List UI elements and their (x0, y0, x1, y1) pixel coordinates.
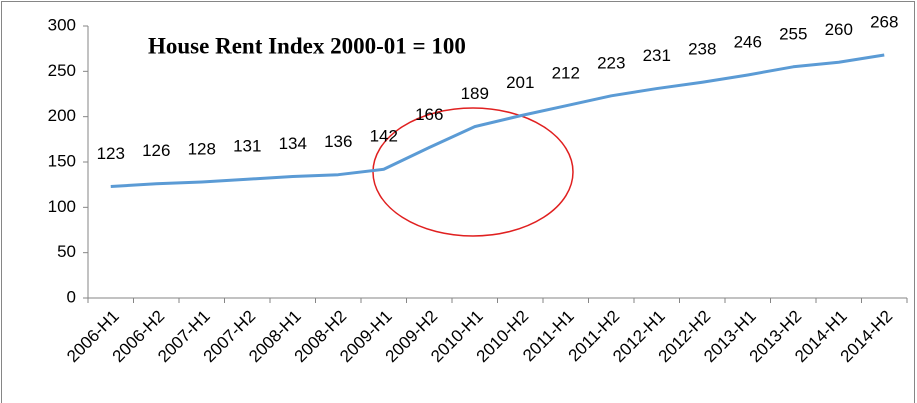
data-label: 201 (506, 73, 534, 92)
data-label: 238 (688, 40, 716, 59)
data-label: 166 (415, 105, 443, 124)
data-label: 255 (779, 24, 807, 43)
data-label: 126 (142, 141, 170, 160)
data-line (110, 53, 885, 188)
y-tick-label: 300 (48, 15, 76, 34)
data-label: 212 (552, 63, 580, 82)
y-tick-label: 200 (48, 106, 76, 125)
y-tick-label: 100 (48, 197, 76, 216)
y-tick-label: 0 (67, 287, 76, 306)
data-label: 136 (324, 132, 352, 151)
data-label: 123 (97, 144, 125, 163)
y-tick-label: 250 (48, 61, 76, 80)
data-label: 223 (597, 53, 625, 72)
data-label: 142 (370, 127, 398, 146)
data-label: 128 (188, 139, 216, 158)
y-tick-label: 150 (48, 151, 76, 170)
y-tick-label: 50 (57, 242, 76, 261)
data-label: 260 (825, 20, 853, 39)
data-label: 246 (734, 32, 762, 51)
chart-title: House Rent Index 2000-01 = 100 (148, 33, 466, 58)
data-label: 231 (643, 46, 671, 65)
data-label: 134 (279, 134, 307, 153)
data-label: 189 (461, 84, 489, 103)
data-label: 131 (233, 137, 261, 156)
data-label: 268 (870, 12, 898, 31)
